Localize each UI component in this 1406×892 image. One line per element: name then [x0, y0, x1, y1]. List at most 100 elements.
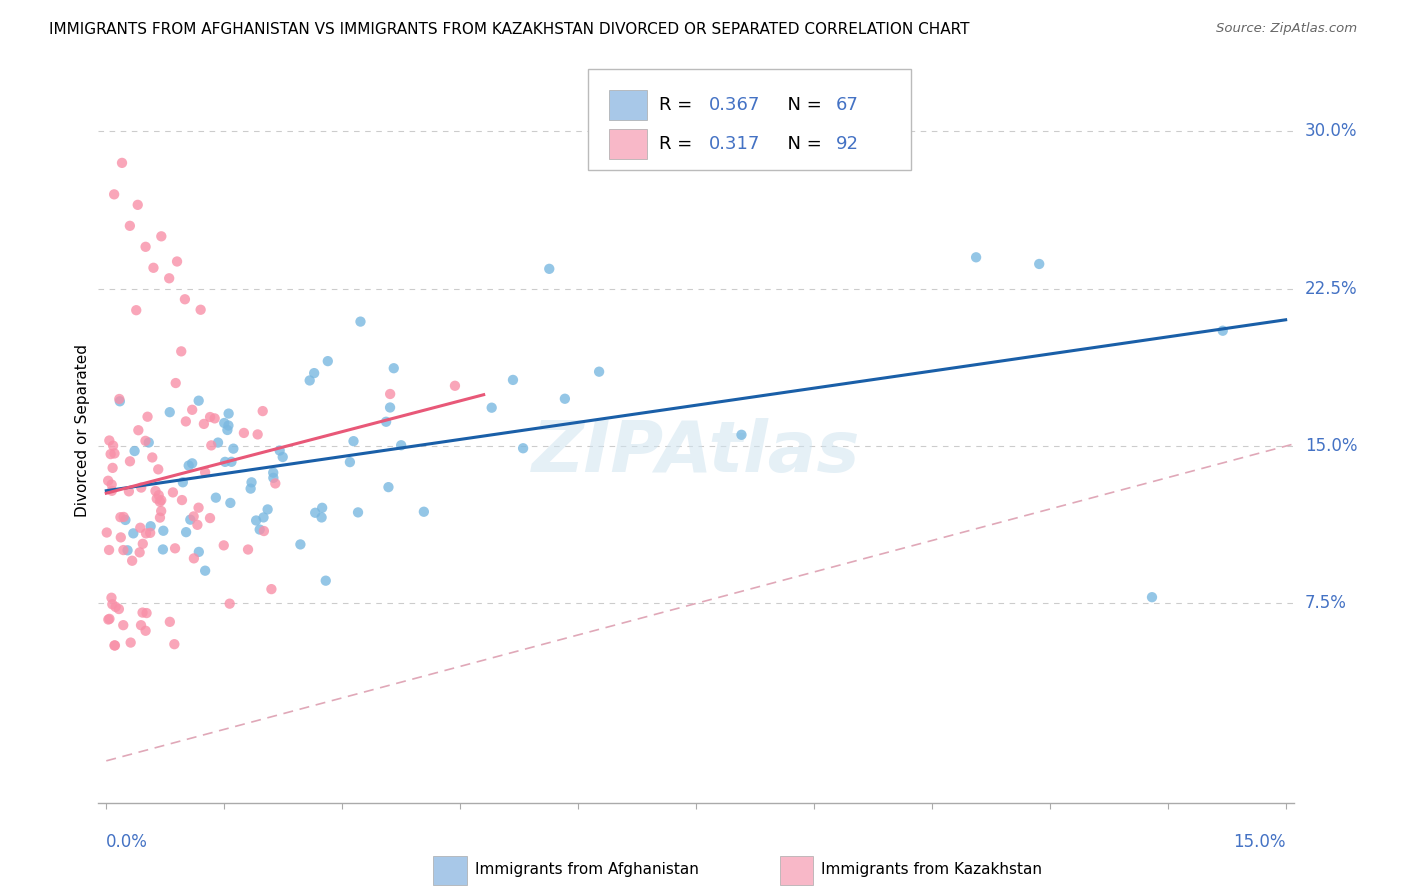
- Point: [98, 543, 121, 558]
- Point: [122, 526, 145, 541]
- Point: [103, 446, 125, 460]
- Point: [290, 537, 312, 551]
- Point: [172, 475, 194, 490]
- Text: 0.317: 0.317: [709, 135, 761, 153]
- Point: [108, 392, 131, 406]
- Point: [159, 405, 181, 419]
- Point: [349, 315, 371, 329]
- Point: [96, 525, 118, 540]
- Point: [131, 606, 153, 620]
- Point: [118, 454, 141, 468]
- Bar: [609, 90, 647, 120]
- Point: [150, 229, 173, 244]
- Point: [217, 423, 239, 437]
- Text: N =: N =: [776, 135, 828, 153]
- Point: [538, 261, 561, 276]
- Text: Divorced or Separated: Divorced or Separated: [76, 344, 90, 516]
- Point: [174, 525, 197, 540]
- Point: [181, 402, 204, 417]
- Point: [117, 543, 139, 558]
- Point: [150, 493, 173, 508]
- Point: [193, 417, 215, 431]
- Point: [170, 344, 193, 359]
- Point: [141, 450, 163, 465]
- Point: [100, 477, 122, 491]
- Text: 92: 92: [835, 135, 859, 153]
- Point: [342, 434, 364, 449]
- FancyBboxPatch shape: [589, 70, 911, 169]
- Text: 67: 67: [835, 96, 859, 114]
- Point: [118, 484, 141, 499]
- Point: [145, 491, 167, 506]
- Text: 15.0%: 15.0%: [1305, 437, 1357, 455]
- Point: [121, 554, 143, 568]
- Point: [165, 376, 187, 390]
- Point: [222, 442, 245, 456]
- Point: [269, 443, 291, 458]
- Text: Immigrants from Afghanistan: Immigrants from Afghanistan: [475, 863, 699, 878]
- Point: [311, 510, 333, 524]
- Point: [512, 442, 534, 456]
- Point: [554, 392, 576, 406]
- Point: [100, 591, 122, 605]
- Text: IMMIGRANTS FROM AFGHANISTAN VS IMMIGRANTS FROM KAZAKHSTAN DIVORCED OR SEPARATED : IMMIGRANTS FROM AFGHANISTAN VS IMMIGRANT…: [49, 22, 970, 37]
- Point: [271, 450, 294, 464]
- Text: R =: R =: [659, 96, 697, 114]
- Point: [339, 455, 361, 469]
- Point: [252, 404, 274, 418]
- Point: [347, 505, 370, 519]
- Point: [127, 198, 149, 212]
- Text: 0.0%: 0.0%: [107, 833, 148, 851]
- Point: [246, 427, 269, 442]
- Point: [124, 444, 146, 458]
- Point: [218, 407, 240, 421]
- Point: [163, 637, 186, 651]
- Point: [135, 606, 157, 620]
- Point: [187, 545, 209, 559]
- Point: [152, 524, 174, 538]
- Point: [1212, 324, 1234, 338]
- Point: [104, 639, 127, 653]
- Point: [114, 513, 136, 527]
- Point: [1028, 257, 1050, 271]
- Point: [135, 624, 157, 638]
- Point: [198, 410, 221, 425]
- Point: [187, 393, 209, 408]
- Point: [101, 597, 124, 611]
- Point: [112, 618, 135, 632]
- Text: 22.5%: 22.5%: [1305, 280, 1357, 298]
- Point: [152, 542, 174, 557]
- Point: [205, 491, 228, 505]
- Point: [218, 597, 240, 611]
- Point: [112, 543, 135, 558]
- Point: [378, 387, 401, 401]
- Point: [148, 488, 170, 502]
- Point: [136, 409, 159, 424]
- Point: [100, 447, 122, 461]
- Point: [194, 466, 217, 480]
- Point: [135, 240, 157, 254]
- Text: 30.0%: 30.0%: [1305, 122, 1357, 140]
- Point: [112, 510, 135, 524]
- Point: [159, 615, 181, 629]
- Point: [965, 250, 987, 264]
- Point: [260, 582, 283, 596]
- Point: [181, 456, 204, 470]
- Point: [118, 219, 141, 233]
- Point: [204, 411, 226, 425]
- Point: [239, 482, 262, 496]
- Point: [129, 481, 152, 495]
- Point: [110, 510, 132, 524]
- Point: [132, 537, 155, 551]
- Point: [481, 401, 503, 415]
- Point: [104, 599, 127, 614]
- Point: [212, 416, 235, 430]
- Point: [103, 639, 125, 653]
- Text: 0.367: 0.367: [709, 96, 761, 114]
- Point: [97, 613, 120, 627]
- Point: [103, 187, 125, 202]
- Point: [98, 612, 121, 626]
- Point: [166, 254, 188, 268]
- Point: [502, 373, 524, 387]
- Point: [120, 635, 142, 649]
